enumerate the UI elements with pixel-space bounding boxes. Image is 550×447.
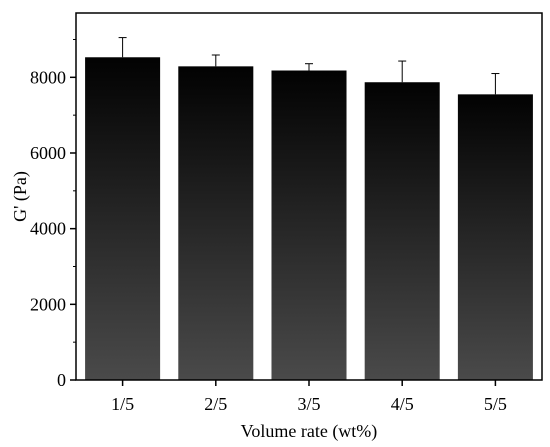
x-tick-label: 3/5: [297, 394, 320, 414]
x-tick-label: 4/5: [391, 394, 414, 414]
error-bars-group: [118, 37, 500, 95]
x-axis: 1/5 2/5 3/5 4/5 5/5: [111, 380, 507, 414]
x-tick-label: 5/5: [484, 394, 507, 414]
y-tick-label: 0: [57, 370, 66, 390]
y-tick-label: 8000: [30, 67, 66, 87]
y-tick-label: 4000: [30, 219, 66, 239]
y-tick-label: 6000: [30, 143, 66, 163]
bar-2: [178, 66, 254, 381]
bar-4: [364, 82, 440, 380]
y-axis-title: G' (Pa): [10, 171, 31, 222]
y-axis: 0 2000 4000 6000 8000: [30, 38, 76, 390]
y-tick-label: 2000: [30, 294, 66, 314]
x-tick-label: 2/5: [204, 394, 227, 414]
x-axis-title: Volume rate (wt%): [241, 421, 378, 442]
bar-5: [457, 94, 533, 380]
bar-3: [271, 70, 347, 380]
bar-1: [85, 57, 161, 381]
x-tick-label: 1/5: [111, 394, 134, 414]
bars-group: [85, 57, 533, 381]
